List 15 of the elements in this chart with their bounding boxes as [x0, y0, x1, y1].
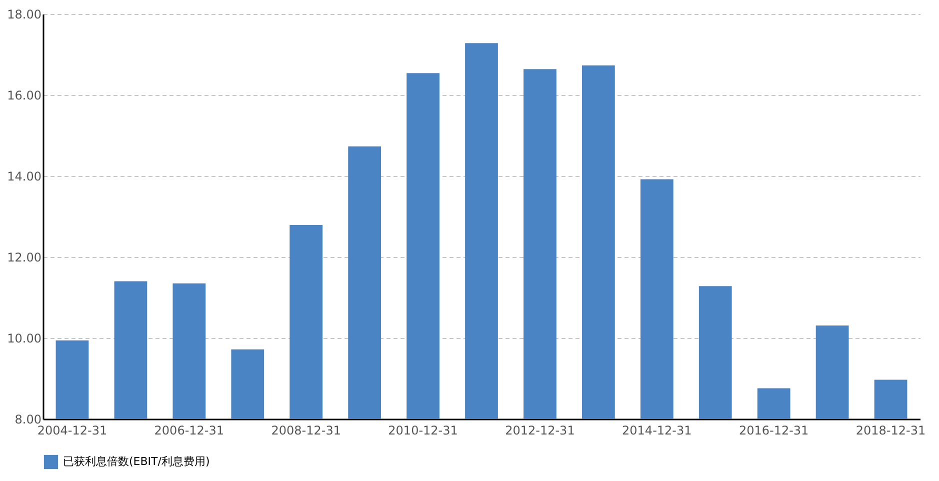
legend-label: 已获利息倍数(EBIT/利息费用) [63, 455, 210, 468]
y-tick-label: 18.00 [7, 8, 42, 22]
x-tick-label: 2012-12-31 [505, 424, 575, 438]
x-tick-label: 2006-12-31 [154, 424, 224, 438]
y-tick-label: 14.00 [7, 170, 42, 184]
y-tick-label: 12.00 [7, 250, 42, 264]
y-tick-label: 10.00 [7, 332, 42, 346]
x-tick-label: 2010-12-31 [388, 424, 458, 438]
x-tick-label: 2014-12-31 [622, 424, 692, 438]
y-tick-label: 8.00 [14, 412, 42, 426]
x-tick-label: 2016-12-31 [738, 424, 809, 438]
y-tick-label: 16.00 [7, 88, 42, 102]
x-tick-label: 2004-12-31 [37, 424, 108, 438]
x-tick-label: 2018-12-31 [856, 424, 926, 438]
x-tick-label: 2008-12-31 [271, 424, 341, 438]
